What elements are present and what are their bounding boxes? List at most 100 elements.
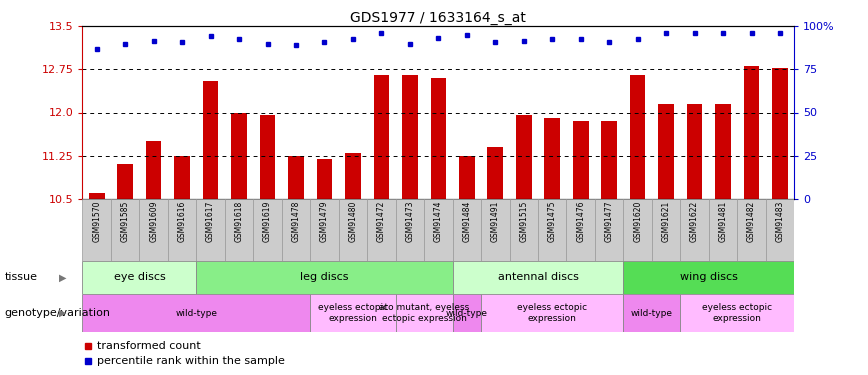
Bar <box>225 199 253 261</box>
Bar <box>773 68 788 199</box>
Bar <box>402 75 418 199</box>
Bar <box>424 199 452 261</box>
Bar <box>146 141 161 199</box>
Bar <box>737 199 766 261</box>
Text: eyeless ectopic
expression: eyeless ectopic expression <box>318 303 388 323</box>
Bar <box>260 116 275 199</box>
Bar <box>288 156 304 199</box>
Bar <box>253 199 282 261</box>
Text: GSM91616: GSM91616 <box>178 201 187 242</box>
Text: transformed count: transformed count <box>96 340 201 351</box>
Text: GSM91619: GSM91619 <box>263 201 272 242</box>
Bar <box>567 199 595 261</box>
Bar <box>573 121 589 199</box>
Bar <box>339 199 367 261</box>
Text: wild-type: wild-type <box>631 309 673 318</box>
Bar <box>396 294 452 332</box>
Bar <box>630 75 646 199</box>
Text: GSM91618: GSM91618 <box>234 201 244 242</box>
Text: GSM91480: GSM91480 <box>348 201 358 242</box>
Text: ▶: ▶ <box>59 273 67 282</box>
Bar <box>140 199 168 261</box>
Bar <box>345 153 361 199</box>
Text: GSM91472: GSM91472 <box>377 201 386 242</box>
Bar <box>602 121 617 199</box>
Bar <box>168 199 196 261</box>
Bar <box>373 75 389 199</box>
Text: tissue: tissue <box>4 273 37 282</box>
Bar <box>89 193 104 199</box>
Bar <box>715 104 731 199</box>
Bar <box>595 199 623 261</box>
Text: GSM91570: GSM91570 <box>92 201 102 242</box>
Text: GSM91477: GSM91477 <box>605 201 614 242</box>
Bar <box>510 199 538 261</box>
Text: GSM91482: GSM91482 <box>747 201 756 242</box>
Text: eye discs: eye discs <box>114 273 165 282</box>
Bar <box>431 78 446 199</box>
Text: wing discs: wing discs <box>680 273 738 282</box>
Text: GSM91617: GSM91617 <box>206 201 215 242</box>
Bar <box>623 199 652 261</box>
Bar <box>231 112 247 199</box>
Text: GSM91483: GSM91483 <box>775 201 785 242</box>
Bar <box>174 156 190 199</box>
Bar <box>196 261 452 294</box>
Bar <box>516 116 531 199</box>
Bar <box>538 199 567 261</box>
Text: ato mutant, eyeless
ectopic expression: ato mutant, eyeless ectopic expression <box>379 303 470 323</box>
Text: GSM91479: GSM91479 <box>320 201 329 242</box>
Bar <box>488 147 503 199</box>
Bar <box>766 199 794 261</box>
Bar <box>367 199 396 261</box>
Bar <box>681 294 794 332</box>
Text: eyeless ectopic
expression: eyeless ectopic expression <box>517 303 588 323</box>
Text: wild-type: wild-type <box>175 309 217 318</box>
Bar <box>82 199 111 261</box>
Bar <box>459 156 475 199</box>
Text: GSM91585: GSM91585 <box>121 201 129 242</box>
Bar <box>623 261 794 294</box>
Bar <box>452 199 481 261</box>
Text: GSM91478: GSM91478 <box>292 201 300 242</box>
Bar <box>481 199 510 261</box>
Text: GSM91481: GSM91481 <box>719 201 727 242</box>
Text: ▶: ▶ <box>59 308 67 318</box>
Bar <box>117 164 133 199</box>
Bar <box>82 261 196 294</box>
Bar <box>681 199 709 261</box>
Bar <box>203 81 219 199</box>
Text: antennal discs: antennal discs <box>497 273 578 282</box>
Title: GDS1977 / 1633164_s_at: GDS1977 / 1633164_s_at <box>351 11 526 25</box>
Text: GSM91474: GSM91474 <box>434 201 443 242</box>
Text: GSM91491: GSM91491 <box>490 201 500 242</box>
Text: leg discs: leg discs <box>300 273 349 282</box>
Text: GSM91484: GSM91484 <box>463 201 471 242</box>
Text: genotype/variation: genotype/variation <box>4 308 110 318</box>
Text: GSM91475: GSM91475 <box>548 201 556 242</box>
Text: GSM91473: GSM91473 <box>405 201 414 242</box>
Bar <box>544 118 560 199</box>
Bar <box>196 199 225 261</box>
Bar <box>396 199 424 261</box>
Bar <box>452 261 623 294</box>
Text: GSM91622: GSM91622 <box>690 201 699 242</box>
Bar <box>687 104 702 199</box>
Bar <box>709 199 737 261</box>
Bar <box>481 294 623 332</box>
Text: eyeless ectopic
expression: eyeless ectopic expression <box>702 303 773 323</box>
Bar <box>658 104 674 199</box>
Text: wild-type: wild-type <box>446 309 488 318</box>
Text: percentile rank within the sample: percentile rank within the sample <box>96 356 285 366</box>
Bar <box>744 66 760 199</box>
Bar <box>452 294 481 332</box>
Bar <box>310 199 339 261</box>
Bar <box>111 199 140 261</box>
Bar <box>82 294 310 332</box>
Bar <box>652 199 681 261</box>
Text: GSM91476: GSM91476 <box>576 201 585 242</box>
Bar <box>623 294 681 332</box>
Text: GSM91620: GSM91620 <box>633 201 642 242</box>
Bar <box>317 159 332 199</box>
Bar <box>282 199 310 261</box>
